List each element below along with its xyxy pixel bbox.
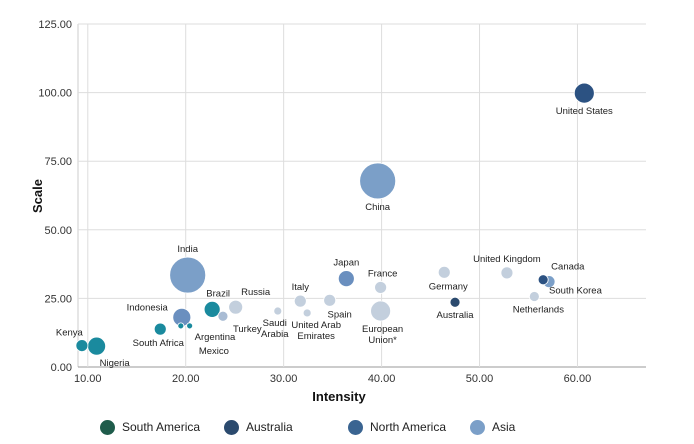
label-india: India (177, 244, 198, 255)
label-italy: Italy (292, 282, 310, 293)
label-south-africa: South Africa (133, 338, 185, 349)
point-india[interactable] (169, 256, 207, 294)
label-canada: Canada (551, 262, 585, 273)
point-nigeria[interactable] (87, 336, 107, 356)
label-european-union: European Union* (362, 324, 403, 346)
point-turkey[interactable] (217, 310, 229, 322)
point-russia[interactable] (228, 299, 244, 315)
x-tick-label: 30.00 (270, 373, 298, 385)
point-japan[interactable] (337, 270, 355, 288)
y-axis: 0.00 25.00 50.00 75.00 100.00 125.00 (38, 19, 72, 374)
point-china[interactable] (359, 162, 397, 200)
legend-swatch (348, 419, 363, 435)
point-netherlands[interactable] (528, 291, 540, 302)
label-brazil: Brazil (206, 288, 230, 299)
label-argentina: Argentina (195, 332, 236, 343)
label-china: China (365, 202, 391, 213)
legend-item-asia[interactable]: Asia (470, 416, 515, 438)
y-tick-label: 0.00 (51, 362, 72, 374)
point-germany[interactable] (437, 265, 451, 279)
point-european-union[interactable] (370, 300, 392, 322)
legend-label: Asia (492, 420, 516, 434)
point-italy[interactable] (293, 294, 307, 308)
label-united-states: United States (556, 106, 613, 117)
x-axis-title: Intensity (312, 389, 366, 404)
x-tick-label: 40.00 (368, 373, 396, 385)
y-tick-label: 125.00 (38, 19, 72, 31)
point-mexico[interactable] (177, 322, 185, 330)
legend-item-north-america[interactable]: North America (348, 416, 446, 438)
x-tick-label: 50.00 (466, 373, 494, 385)
x-tick-label: 10.00 (74, 373, 102, 385)
y-axis-title: Scale (30, 179, 45, 213)
point-labels: United States China India Japan Canada South … (56, 106, 613, 369)
label-france: France (368, 268, 398, 279)
x-tick-label: 60.00 (564, 373, 592, 385)
point-spain[interactable] (323, 293, 337, 307)
point-united-arab-emirates[interactable] (302, 308, 312, 318)
point-united-kingdom[interactable] (500, 266, 514, 280)
legend-item-south-america[interactable]: South America (100, 416, 200, 438)
y-tick-label: 100.00 (38, 88, 72, 100)
legend-label: South America (122, 420, 201, 434)
label-saudi-arabia: Saudi Arabia (261, 318, 289, 340)
legend-swatch (100, 419, 115, 435)
label-indonesia: Indonesia (127, 302, 169, 313)
legend-swatch (224, 419, 239, 435)
y-tick-label: 50.00 (44, 225, 72, 237)
legend: South America Australia North America As… (0, 412, 694, 442)
label-nigeria: Nigeria (100, 358, 131, 369)
point-france[interactable] (374, 281, 388, 294)
label-turkey: Turkey (233, 324, 262, 335)
legend-swatch (470, 419, 485, 435)
legend-label: North America (370, 420, 447, 434)
label-united-arab-emirates: United Arab Emirates (291, 320, 341, 342)
label-south-korea: South Korea (549, 286, 603, 297)
point-saudi-arabia[interactable] (273, 306, 283, 316)
label-united-kingdom: United Kingdom (473, 254, 541, 265)
y-tick-label: 25.00 (44, 293, 72, 305)
grid (77, 23, 646, 368)
point-kenya[interactable] (75, 339, 89, 352)
label-russia: Russia (241, 287, 271, 298)
label-netherlands: Netherlands (513, 304, 564, 315)
label-australia: Australia (437, 310, 475, 321)
label-japan: Japan (333, 258, 359, 269)
label-kenya: Kenya (56, 328, 84, 339)
point-australia[interactable] (449, 296, 461, 308)
point-south-africa[interactable] (153, 322, 167, 336)
point-argentina[interactable] (186, 322, 194, 330)
point-canada[interactable] (537, 274, 549, 286)
legend-item-australia[interactable]: Australia (224, 416, 293, 438)
x-axis: 10.00 20.00 30.00 40.00 50.00 60.00 (74, 373, 591, 385)
point-brazil[interactable] (203, 300, 221, 318)
data-points (75, 82, 595, 356)
label-germany: Germany (429, 281, 468, 292)
label-spain: Spain (328, 309, 352, 320)
label-mexico: Mexico (199, 346, 229, 357)
y-tick-label: 75.00 (44, 156, 72, 168)
scatter-chart: 0.00 25.00 50.00 75.00 100.00 125.00 10.00 20.… (30, 19, 646, 404)
x-tick-label: 20.00 (172, 373, 200, 385)
legend-label: Australia (246, 420, 293, 434)
point-united-states[interactable] (573, 82, 595, 104)
